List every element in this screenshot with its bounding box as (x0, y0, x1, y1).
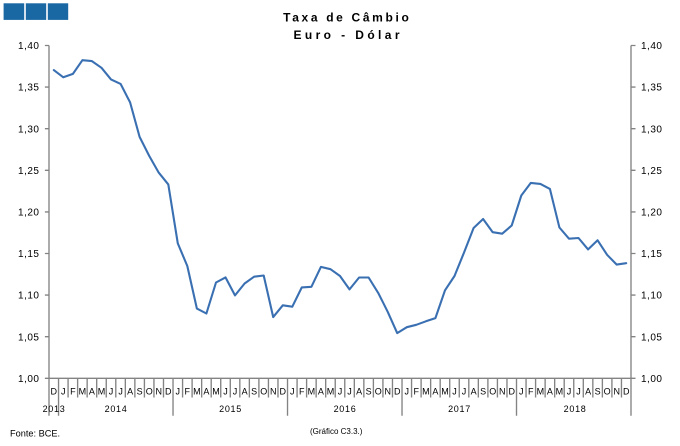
svg-text:J: J (462, 386, 467, 396)
svg-text:D: D (623, 386, 630, 396)
svg-text:A: A (432, 386, 438, 396)
svg-text:M: M (422, 386, 430, 396)
svg-text:J: J (576, 386, 581, 396)
svg-text:S: S (480, 386, 486, 396)
svg-text:1,25: 1,25 (641, 166, 662, 177)
svg-text:F: F (185, 386, 191, 396)
svg-text:J: J (109, 386, 114, 396)
svg-text:N: N (613, 386, 620, 396)
svg-text:O: O (489, 386, 496, 396)
svg-text:2018: 2018 (564, 404, 587, 414)
svg-text:M: M (193, 386, 201, 396)
svg-text:J: J (405, 386, 410, 396)
svg-text:Fonte: BCE.: Fonte: BCE. (10, 429, 60, 439)
svg-text:(Gráfico C3.3.): (Gráfico C3.3.) (310, 427, 363, 436)
svg-text:M: M (98, 386, 106, 396)
svg-text:D: D (51, 386, 58, 396)
svg-text:F: F (70, 386, 76, 396)
svg-text:D: D (165, 386, 172, 396)
svg-text:1,00: 1,00 (18, 374, 39, 385)
svg-text:A: A (356, 386, 362, 396)
svg-text:D: D (508, 386, 515, 396)
svg-text:J: J (61, 386, 66, 396)
svg-text:1,30: 1,30 (18, 124, 39, 135)
svg-text:1,15: 1,15 (18, 249, 39, 260)
svg-text:1,20: 1,20 (18, 208, 39, 219)
svg-text:1,15: 1,15 (641, 249, 662, 260)
svg-text:J: J (519, 386, 524, 396)
svg-text:D: D (280, 386, 287, 396)
svg-text:2014: 2014 (105, 404, 128, 414)
svg-text:1,25: 1,25 (18, 166, 39, 177)
svg-text:J: J (567, 386, 572, 396)
svg-text:M: M (327, 386, 335, 396)
svg-text:D: D (394, 386, 401, 396)
svg-text:S: S (137, 386, 143, 396)
svg-text:A: A (585, 386, 591, 396)
svg-text:N: N (155, 386, 162, 396)
svg-text:A: A (547, 386, 553, 396)
svg-text:F: F (299, 386, 305, 396)
svg-text:J: J (290, 386, 295, 396)
svg-text:Euro - Dólar: Euro - Dólar (293, 28, 402, 42)
svg-text:M: M (79, 386, 87, 396)
svg-text:O: O (260, 386, 267, 396)
svg-text:S: S (366, 386, 372, 396)
svg-text:M: M (441, 386, 449, 396)
svg-text:O: O (604, 386, 611, 396)
svg-text:1,10: 1,10 (18, 291, 39, 302)
svg-text:M: M (212, 386, 220, 396)
svg-text:A: A (471, 386, 477, 396)
svg-text:1,35: 1,35 (18, 83, 39, 94)
svg-text:1,40: 1,40 (18, 41, 39, 52)
svg-text:J: J (347, 386, 352, 396)
svg-text:2015: 2015 (219, 404, 242, 414)
svg-text:S: S (595, 386, 601, 396)
svg-text:N: N (270, 386, 277, 396)
svg-text:S: S (251, 386, 257, 396)
svg-text:2016: 2016 (334, 404, 357, 414)
svg-text:A: A (127, 386, 133, 396)
svg-text:1,05: 1,05 (18, 332, 39, 343)
svg-text:J: J (176, 386, 181, 396)
svg-text:M: M (556, 386, 564, 396)
svg-text:A: A (318, 386, 324, 396)
svg-text:1,00: 1,00 (641, 374, 662, 385)
svg-text:N: N (499, 386, 506, 396)
svg-text:1,10: 1,10 (641, 291, 662, 302)
svg-text:1,30: 1,30 (641, 124, 662, 135)
svg-text:J: J (118, 386, 123, 396)
svg-text:2013: 2013 (43, 404, 66, 414)
svg-text:1,20: 1,20 (641, 208, 662, 219)
svg-text:1,05: 1,05 (641, 332, 662, 343)
svg-text:O: O (375, 386, 382, 396)
svg-text:O: O (146, 386, 153, 396)
svg-text:2017: 2017 (448, 404, 471, 414)
svg-text:A: A (89, 386, 95, 396)
svg-text:A: A (242, 386, 248, 396)
svg-text:J: J (452, 386, 457, 396)
svg-text:M: M (537, 386, 545, 396)
svg-text:F: F (528, 386, 534, 396)
svg-text:J: J (233, 386, 238, 396)
svg-text:1,35: 1,35 (641, 83, 662, 94)
svg-text:J: J (223, 386, 228, 396)
svg-text:N: N (384, 386, 391, 396)
svg-text:1,40: 1,40 (641, 41, 662, 52)
svg-text:F: F (414, 386, 420, 396)
svg-text:A: A (203, 386, 209, 396)
svg-text:Taxa de Câmbio: Taxa de Câmbio (283, 10, 411, 24)
svg-text:M: M (308, 386, 316, 396)
svg-text:J: J (338, 386, 343, 396)
